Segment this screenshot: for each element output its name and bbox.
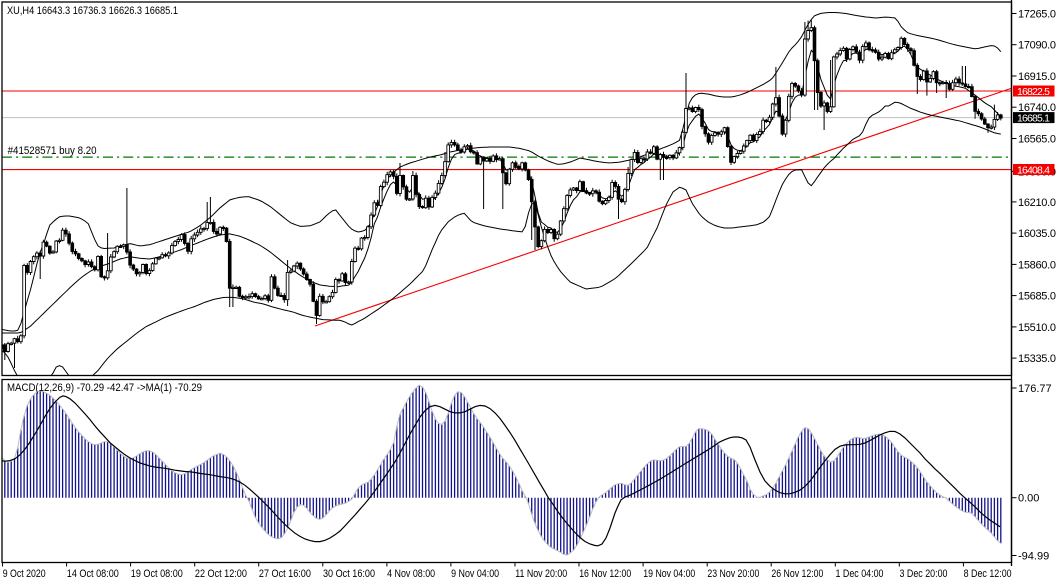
svg-text:26 Nov 12:00: 26 Nov 12:00: [771, 568, 823, 580]
svg-text:15335.0: 15335.0: [1018, 353, 1056, 365]
svg-text:8 Dec 12:00: 8 Dec 12:00: [964, 568, 1012, 580]
svg-text:3 Dec 20:00: 3 Dec 20:00: [900, 568, 948, 580]
svg-text:MACD(12,26,9) -70.29 -42.47 -: MACD(12,26,9) -70.29 -42.47 ->MA(1) -70.…: [7, 382, 202, 394]
svg-text:23 Nov 20:00: 23 Nov 20:00: [707, 568, 759, 580]
svg-text:16210.0: 16210.0: [1018, 197, 1056, 209]
svg-text:15860.0: 15860.0: [1018, 259, 1056, 271]
svg-text:16035.0: 16035.0: [1018, 228, 1056, 240]
svg-text:0.00: 0.00: [1018, 493, 1039, 505]
svg-text:9 Nov 04:00: 9 Nov 04:00: [451, 568, 499, 580]
svg-text:#41528571 buy 8.20: #41528571 buy 8.20: [8, 145, 97, 157]
svg-text:16685.1: 16685.1: [1017, 112, 1050, 124]
svg-text:XU,H4 16643.3 16736.3 16626.3: XU,H4 16643.3 16736.3 16626.3 16685.1: [7, 5, 178, 17]
svg-text:16822.5: 16822.5: [1017, 86, 1050, 98]
svg-text:27 Oct 16:00: 27 Oct 16:00: [259, 568, 311, 580]
svg-text:16 Nov 12:00: 16 Nov 12:00: [579, 568, 631, 580]
svg-text:17265.0: 17265.0: [1018, 9, 1056, 21]
svg-text:15685.0: 15685.0: [1018, 291, 1056, 303]
svg-text:15510.0: 15510.0: [1018, 322, 1056, 334]
svg-text:16408.4: 16408.4: [1017, 164, 1050, 176]
svg-text:30 Oct 16:00: 30 Oct 16:00: [323, 568, 375, 580]
svg-text:17090.0: 17090.0: [1018, 40, 1056, 52]
svg-text:-94.99: -94.99: [1018, 551, 1049, 563]
svg-text:16565.0: 16565.0: [1018, 134, 1056, 146]
svg-text:14 Oct 08:00: 14 Oct 08:00: [67, 568, 119, 580]
svg-text:16740.0: 16740.0: [1018, 102, 1056, 114]
svg-text:19 Oct 08:00: 19 Oct 08:00: [131, 568, 183, 580]
svg-text:22 Oct 12:00: 22 Oct 12:00: [195, 568, 247, 580]
svg-text:176.77: 176.77: [1018, 383, 1052, 395]
svg-text:9 Oct 2020: 9 Oct 2020: [3, 568, 46, 580]
svg-text:4 Nov 08:00: 4 Nov 08:00: [387, 568, 435, 580]
svg-text:19 Nov 04:00: 19 Nov 04:00: [643, 568, 695, 580]
svg-text:1 Dec 04:00: 1 Dec 04:00: [836, 568, 884, 580]
svg-text:11 Nov 20:00: 11 Nov 20:00: [515, 568, 567, 580]
svg-text:16915.0: 16915.0: [1018, 71, 1056, 83]
